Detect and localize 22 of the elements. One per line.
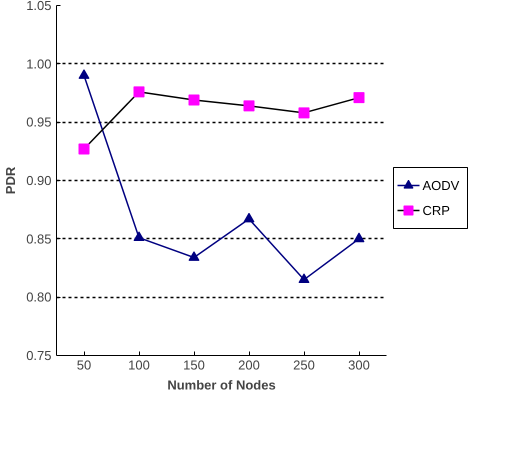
point bbox=[354, 232, 364, 242]
y-axis-title: PDR bbox=[3, 166, 18, 194]
x-axis-title: Number of Nodes bbox=[167, 378, 276, 392]
point bbox=[298, 273, 310, 284]
point bbox=[244, 212, 254, 222]
x-tick-label: 250 bbox=[293, 358, 315, 372]
x-tick-label: 100 bbox=[128, 358, 150, 372]
y-tick-label: 1.00 bbox=[26, 56, 52, 72]
x-tick-label: 200 bbox=[238, 358, 260, 372]
legend-label: CRP bbox=[422, 203, 450, 218]
y-tick-label: 0.90 bbox=[26, 173, 52, 188]
y-tick-label: 0.85 bbox=[26, 231, 52, 246]
y-tick-label: 0.80 bbox=[26, 290, 52, 305]
y-tick-label: 1.05 bbox=[26, 0, 52, 13]
x-tick-label: 50 bbox=[76, 358, 92, 372]
x-tick-label: 150 bbox=[183, 358, 205, 372]
legend-label: AODV bbox=[422, 178, 460, 193]
y-tick-label: 0.95 bbox=[26, 114, 52, 130]
point bbox=[134, 231, 144, 242]
y-tick-label: 0.75 bbox=[26, 348, 52, 363]
x-tick-label: 300 bbox=[348, 358, 370, 372]
point bbox=[188, 251, 200, 261]
